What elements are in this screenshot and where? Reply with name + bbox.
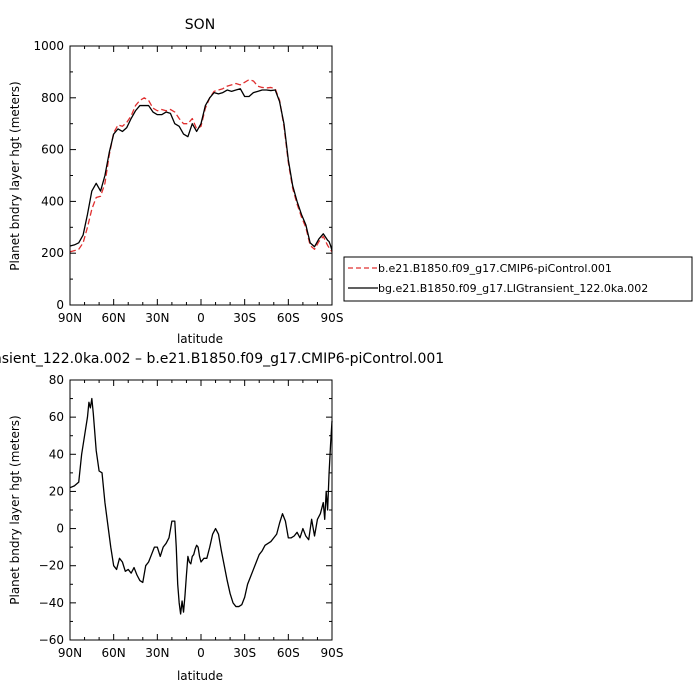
top-x-tick-label: 90N <box>58 311 82 325</box>
top-y-tick-label: 800 <box>41 91 64 105</box>
top-panel: SON 90N 60N 30N 0 30S 60S 90S 0 200 400 600 800 1000… <box>8 17 343 346</box>
top-series-line-2 <box>69 88 333 251</box>
bottom-x-tick-label: 30S <box>233 646 256 660</box>
bottom-panel-title: .LIGtransient_122.0ka.002 – b.e21.B1850.… <box>0 351 444 367</box>
top-plot-frame <box>69 45 333 306</box>
top-y-tick-label: 0 <box>56 298 64 312</box>
bottom-y-tick-label: 60 <box>49 410 64 424</box>
legend: b.e21.B1850.f09_g17.CMIP6-piControl.001 … <box>343 256 693 302</box>
bottom-x-tick-label: 90N <box>58 646 82 660</box>
bottom-series-line-1 <box>69 397 333 615</box>
bottom-y-tick-label: −40 <box>39 596 64 610</box>
legend-box <box>343 256 693 302</box>
top-x-tick-label: 0 <box>197 311 205 325</box>
bottom-y-tick-label: 20 <box>49 484 64 498</box>
top-y-tick-label: 600 <box>41 143 64 157</box>
bottom-y-tick-label: 80 <box>49 373 64 387</box>
bottom-panel: .LIGtransient_122.0ka.002 – b.e21.B1850.… <box>0 351 444 683</box>
top-x-tick-label: 90S <box>321 311 344 325</box>
bottom-y-axis-label: Planet bndry layer hgt (meters) <box>8 415 22 605</box>
bottom-y-tick-label: −20 <box>39 559 64 573</box>
top-panel-title: SON <box>185 17 215 33</box>
legend-label-control: b.e21.B1850.f09_g17.CMIP6-piControl.001 <box>378 262 612 275</box>
bottom-y-tick-label: 0 <box>56 522 64 536</box>
bottom-x-tick-label: 0 <box>197 646 205 660</box>
bottom-x-tick-label: 90S <box>321 646 344 660</box>
top-x-tick-label: 30S <box>233 311 256 325</box>
top-y-axis-label: Planet bndry layer hgt (meters) <box>8 81 22 271</box>
top-x-tick-label: 30N <box>145 311 169 325</box>
top-x-axis-label: latitude <box>177 332 223 346</box>
bottom-x-tick-label: 60N <box>102 646 126 660</box>
top-x-tick-label: 60S <box>277 311 300 325</box>
bottom-y-tick-label: 40 <box>49 447 64 461</box>
legend-label-transient: bg.e21.B1850.f09_g17.LIGtransient_122.0k… <box>378 282 648 295</box>
bottom-plot-frame <box>69 379 333 641</box>
bottom-x-tick-label: 30N <box>145 646 169 660</box>
bottom-y-tick-label: −60 <box>39 633 64 647</box>
bottom-x-axis-label: latitude <box>177 669 223 683</box>
top-y-tick-label: 1000 <box>33 39 64 53</box>
top-series-line-1 <box>69 79 333 253</box>
top-y-tick-label: 400 <box>41 194 64 208</box>
top-x-tick-label: 60N <box>102 311 126 325</box>
top-y-tick-label: 200 <box>41 246 64 260</box>
bottom-x-tick-label: 60S <box>277 646 300 660</box>
